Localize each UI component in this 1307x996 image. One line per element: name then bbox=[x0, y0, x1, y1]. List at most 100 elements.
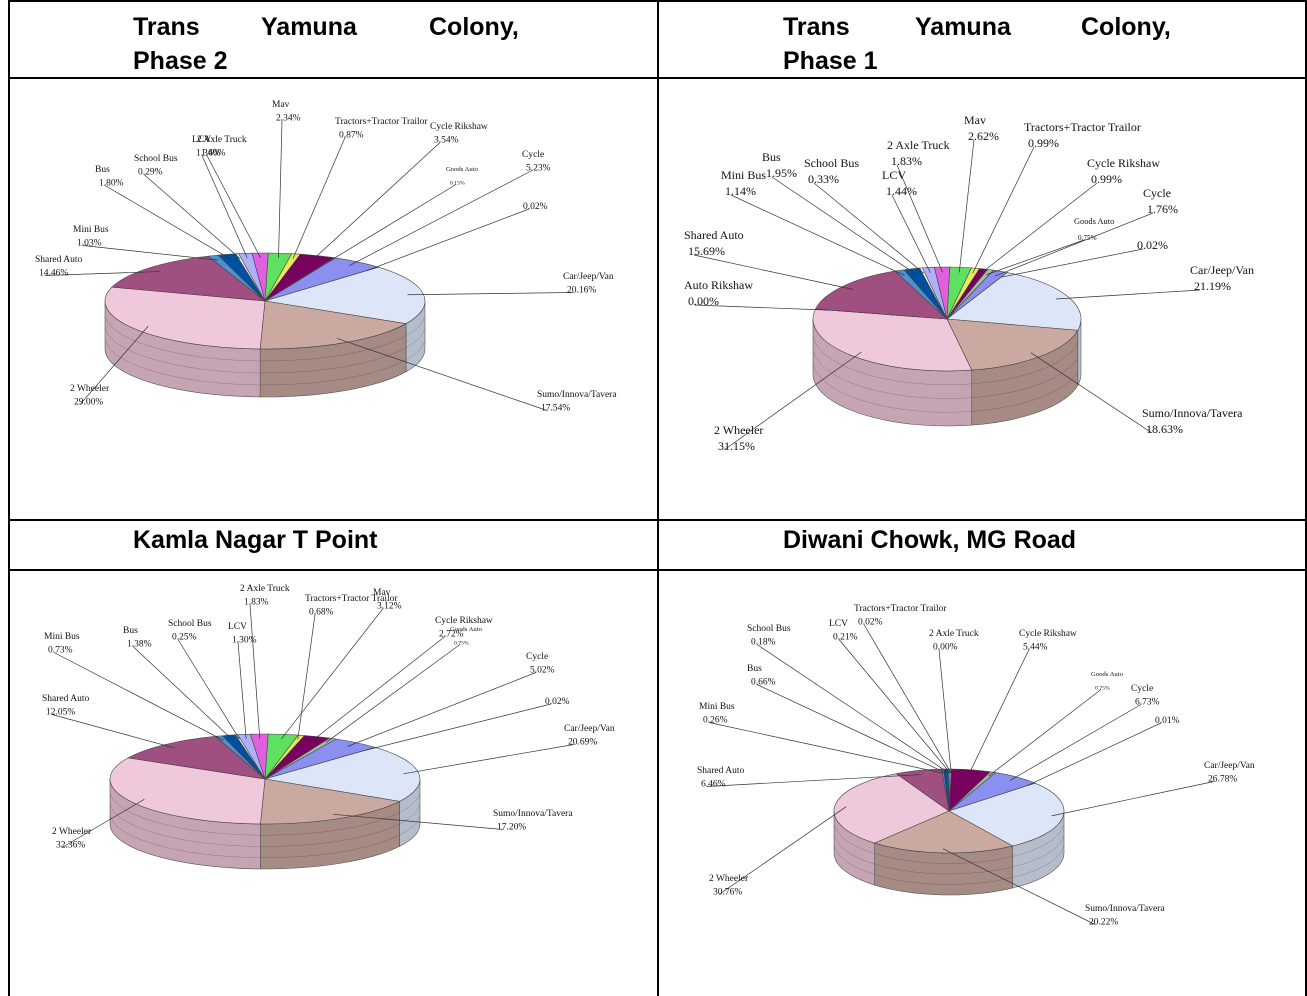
pie-slice-value: 1.83% bbox=[891, 154, 922, 168]
pie-side-hatch bbox=[399, 801, 421, 825]
pie-slice-value: 0.02% bbox=[523, 202, 548, 212]
pie-slice-2-wheeler bbox=[833, 773, 950, 844]
pie-slice-value: 17.20% bbox=[497, 823, 526, 833]
header-row-divider-1 bbox=[8, 77, 1307, 79]
pie-slice-label: Car/Jeep/Van bbox=[563, 272, 614, 282]
pie-top bbox=[104, 252, 426, 350]
pie-slice-2-wheeler bbox=[109, 757, 266, 825]
pie-leader-line bbox=[972, 146, 1035, 274]
pie-slice-2-axle-truck bbox=[933, 266, 950, 320]
pie-slice-label: Cycle bbox=[1131, 684, 1153, 694]
pie-slice-label: Mav bbox=[272, 100, 290, 110]
pie-slice-label: 2 Wheeler bbox=[52, 827, 92, 837]
pie-slice-label: Cycle Rikshaw bbox=[435, 616, 493, 626]
pie-leader-line bbox=[311, 636, 446, 742]
pie-slice-value: 26.78% bbox=[1208, 775, 1237, 785]
pie-slice-sumo-innova-tavera bbox=[259, 300, 407, 350]
pie-leader-line bbox=[347, 672, 537, 747]
pie-side-walls bbox=[833, 810, 1065, 896]
pie-slice-value: 0.01% bbox=[1155, 716, 1180, 726]
pie-slice-value: 1.34% bbox=[196, 149, 221, 159]
pie-slice-shared-auto bbox=[814, 270, 948, 320]
pie-slice-value: 32.36% bbox=[56, 841, 85, 851]
pie-slice-value: 0.99% bbox=[1091, 172, 1122, 186]
pie-slice-label: Cycle bbox=[526, 652, 548, 662]
pie-leader-line bbox=[838, 639, 951, 774]
pie-chart-trans-yamuna-phase-1: Mav 2.62% Tractors+Tractor Trailor 0.99% Cyc… bbox=[684, 113, 1254, 453]
pie-slice-value: 20.69% bbox=[568, 738, 597, 748]
pie-slice-label: 2 Axle Truck bbox=[929, 629, 979, 639]
pie-side-hatch bbox=[812, 360, 972, 413]
pie-leader-line bbox=[333, 813, 504, 830]
pie-leader-line bbox=[979, 182, 1098, 275]
pie-leader-line bbox=[104, 185, 231, 260]
pie-leader-line bbox=[312, 142, 441, 261]
pie-slice-2-wheeler bbox=[812, 308, 973, 372]
pie-side-hatch bbox=[260, 812, 400, 836]
pie-side-hatch bbox=[104, 336, 261, 386]
pie-slice-value: 1.83% bbox=[244, 598, 269, 608]
panel-2-header-word-1: Trans bbox=[783, 13, 850, 41]
pie-leader-line bbox=[327, 184, 457, 263]
table-border-left bbox=[8, 0, 10, 996]
pie-slice-label: Shared Auto bbox=[697, 766, 744, 776]
pie-slice-label: Goods Auto bbox=[446, 166, 479, 173]
pie-slice-label: Tractors+Tractor Trailor bbox=[335, 117, 428, 127]
pie-leader-line bbox=[237, 642, 247, 739]
pie-side-hatch bbox=[833, 821, 875, 854]
pie-leader-line bbox=[297, 614, 316, 740]
pie-side-hatch bbox=[109, 801, 261, 847]
pie-leader-line bbox=[958, 139, 975, 273]
pie-slice-sumo-innova-tavera bbox=[946, 318, 1079, 371]
pie-leader-line bbox=[1009, 704, 1142, 781]
pie-leader-line bbox=[249, 604, 261, 739]
pie-side-hatch bbox=[405, 336, 426, 360]
pie-slice-label: School Bus bbox=[747, 624, 791, 634]
panel-4-header: Diwani Chowk, MG Road bbox=[783, 526, 1077, 554]
pie-side-hatch bbox=[812, 332, 972, 385]
pie-slice-value: 6.73% bbox=[1135, 698, 1160, 708]
pie-slice-car-jeep-van bbox=[264, 747, 421, 802]
pie-leader-line bbox=[942, 848, 1096, 925]
pie-leader-line bbox=[132, 646, 233, 740]
pie-slice-label: Mav bbox=[964, 113, 986, 127]
pie-slice-car-jeep-van bbox=[946, 272, 1082, 331]
pie-slice-label: Mav bbox=[373, 588, 391, 598]
pie-slice-value: 0.75% bbox=[454, 641, 469, 647]
table-border-right bbox=[1305, 0, 1307, 996]
pie-slice-car-jeep-van bbox=[264, 266, 426, 324]
pie-top bbox=[812, 266, 1082, 372]
pie-leader-line bbox=[348, 170, 533, 267]
pie-slice-label: 2 Axle Truck bbox=[240, 584, 290, 594]
pie-slice-value: 15.69% bbox=[688, 244, 725, 258]
pie-leader-line bbox=[206, 155, 261, 258]
pie-leader-line bbox=[718, 806, 847, 895]
pie-slice-label: Car/Jeep/Van bbox=[1204, 761, 1255, 771]
pie-slice-label: Cycle bbox=[1143, 186, 1171, 200]
panel-1-header: Trans Yamuna Colony, Phase 2 bbox=[133, 10, 538, 78]
pie-slice-label: 2 Wheeler bbox=[70, 384, 110, 394]
pie-side-hatch bbox=[874, 874, 1013, 885]
pie-side-hatch bbox=[260, 359, 407, 386]
pie-side-hatch bbox=[874, 853, 1013, 864]
pie-slice-label: Sumo/Innova/Tavera bbox=[493, 809, 573, 819]
pie-slice-label: LCV bbox=[882, 168, 906, 182]
pie-slice-value: 0.75% bbox=[1095, 686, 1110, 692]
pie-chart-kamla-nagar: Mav 3.12%Tractors+Tractor Trailor 0.68% Cyc… bbox=[42, 584, 615, 870]
pie-leader-line bbox=[143, 174, 241, 259]
pie-side-hatch bbox=[260, 335, 407, 362]
pie-slice-value: 1.76% bbox=[1147, 202, 1178, 216]
pie-slice-value: 17.54% bbox=[541, 404, 570, 414]
pie-slice-value: 0.29% bbox=[138, 168, 163, 178]
pie-chart-trans-yamuna-phase-2: Mav 2.34% Tractors+Tractor Trailor 0.87% Cyc… bbox=[35, 100, 617, 414]
pie-side-hatch bbox=[971, 357, 1078, 398]
pie-leader-line bbox=[813, 182, 924, 274]
panel-2-header-word-2: Yamuna bbox=[915, 13, 1011, 41]
pie-slice-value: 0.00% bbox=[688, 294, 719, 308]
pie-slice-value: 6.46% bbox=[701, 780, 726, 790]
pie-top bbox=[109, 733, 421, 825]
pie-leader-line bbox=[44, 271, 160, 276]
pie-side-hatch bbox=[260, 834, 400, 858]
pie-leader-line bbox=[403, 744, 575, 775]
pie-slice-label: Shared Auto bbox=[684, 228, 744, 242]
